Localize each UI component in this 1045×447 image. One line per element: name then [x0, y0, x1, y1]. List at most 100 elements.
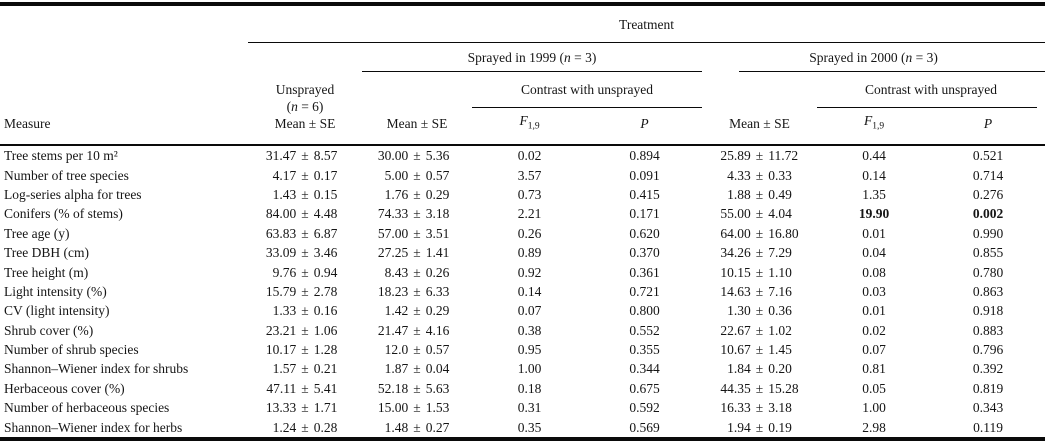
se-value: 2.78: [313, 283, 338, 299]
mean-value: 44.35: [720, 380, 751, 396]
mean-value: 9.76: [272, 264, 297, 280]
cell-1999-p-value: 0.171: [629, 206, 660, 222]
cell-1999-p-value: 0.361: [629, 264, 660, 280]
mean-se-value: 22.67 ±1.02: [702, 322, 817, 339]
cell-1999-p-value: 0.370: [629, 245, 660, 261]
mean-se-value: 44.35 ±15.28: [702, 380, 817, 397]
header-row-statistics: F1,9 P F1,9 P: [0, 108, 1045, 146]
cell-measure: Conifers (% of stems): [4, 206, 123, 222]
se-value: 8.57: [313, 148, 338, 164]
f-subscript: 1,9: [872, 121, 885, 132]
plus-minus-sign: ±: [301, 419, 309, 435]
se-value: 1.71: [313, 400, 338, 416]
cell-unsprayed-mean-se: 1.24 ±0.28: [248, 417, 362, 436]
cell-2000-p-value: 0.883: [972, 322, 1004, 338]
cell-measure: Number of shrub species: [4, 342, 139, 358]
unsprayed-label: Unsprayed: [275, 82, 335, 97]
cell-1999-f-value: 0.89: [517, 245, 542, 261]
plus-minus-sign: ±: [413, 167, 421, 183]
cell-1999-mean-se: 1.76 ±0.29: [362, 185, 472, 204]
se-value: 0.94: [313, 264, 338, 280]
cell-1999-mean-se: 15.00 ±1.53: [362, 398, 472, 417]
se-value: 5.36: [425, 148, 450, 164]
column-header-mean-se-1999: Mean ± SE: [362, 72, 472, 146]
plus-minus-sign: ±: [755, 206, 764, 222]
group-header-sprayed-2000: Sprayed in 2000 (n = 3): [702, 43, 1045, 72]
cell-1999-mean-se: 1.48 ±0.27: [362, 417, 472, 436]
cell-2000-mean-se: 10.15 ±1.10: [702, 262, 817, 281]
mean-value: 1.57: [272, 361, 297, 377]
se-value: 4.04: [768, 206, 792, 222]
mean-value: 1.48: [384, 419, 409, 435]
mean-se-value: 64.00 ±16.80: [702, 225, 817, 242]
mean-se-value: 1.84 ±0.20: [702, 360, 817, 377]
cell-measure: Log-series alpha for trees: [4, 186, 142, 202]
plus-minus-sign: ±: [301, 245, 309, 261]
cell-2000-f-value: 0.02: [862, 322, 886, 338]
cell-2000-p-value: 0.780: [972, 264, 1004, 280]
cell-2000-mean-se: 64.00 ±16.80: [702, 224, 817, 243]
f-statistic-label: F: [863, 112, 873, 128]
se-value: 3.18: [425, 206, 450, 222]
se-value: 7.16: [768, 283, 792, 299]
table-row: Tree age (y) 63.83 ±6.87 57.00 ±3.51 0.26 …: [0, 224, 1045, 243]
cell-2000-p-value: 0.521: [972, 148, 1004, 164]
mean-se-value: 10.17 ±1.28: [248, 341, 362, 358]
cell-2000-mean-se: 4.33 ±0.33: [702, 165, 817, 184]
mean-value: 1.43: [272, 186, 297, 202]
f-subscript: 1,9: [527, 121, 540, 132]
plus-minus-sign: ±: [301, 225, 309, 241]
cell-2000-f-value: 1.35: [862, 186, 886, 202]
mean-value: 23.21: [265, 322, 297, 338]
plus-minus-sign: ±: [301, 283, 309, 299]
cell-1999-f-value: 0.07: [517, 303, 542, 319]
se-value: 0.28: [313, 419, 338, 435]
se-value: 0.33: [768, 167, 792, 183]
table-header: Measure Treatment Sprayed in 1999 (n = 3…: [0, 6, 1045, 146]
mean-se-value: 18.23 ±6.33: [362, 283, 472, 300]
column-header-f-2000: F1,9: [817, 108, 931, 146]
se-value: 1.45: [768, 342, 792, 358]
cell-1999-f-value: 0.92: [517, 264, 542, 280]
plus-minus-sign: ±: [755, 419, 764, 435]
mean-se-value: 1.57 ±0.21: [248, 360, 362, 377]
cell-unsprayed-mean-se: 63.83 ±6.87: [248, 224, 362, 243]
mean-value: 10.15: [720, 264, 751, 280]
plus-minus-sign: ±: [755, 245, 764, 261]
mean-se-value: 10.15 ±1.10: [702, 264, 817, 281]
cell-measure: Tree age (y): [4, 225, 70, 241]
se-value: 16.80: [768, 225, 799, 241]
plus-minus-sign: ±: [413, 380, 421, 396]
mean-se-value: 1.88 ±0.49: [702, 186, 817, 203]
cell-measure: Herbaceous cover (%): [4, 380, 125, 396]
mean-value: 1.42: [384, 303, 409, 319]
cell-2000-p-value: 0.343: [972, 400, 1004, 416]
plus-minus-sign: ±: [301, 186, 309, 202]
cell-measure: Number of herbaceous species: [4, 400, 170, 416]
mean-value: 34.26: [720, 245, 751, 261]
mean-value: 8.43: [384, 264, 409, 280]
table-row: Shrub cover (%) 23.21 ±1.06 21.47 ±4.16 0.…: [0, 321, 1045, 340]
plus-minus-sign: ±: [755, 303, 764, 319]
cell-1999-p-value: 0.569: [629, 419, 660, 435]
cell-measure: Tree DBH (cm): [4, 245, 89, 261]
cell-unsprayed-mean-se: 1.43 ±0.15: [248, 185, 362, 204]
cell-measure: Tree height (m): [4, 264, 89, 280]
mean-value: 1.30: [727, 303, 751, 319]
mean-se-value: 9.76 ±0.94: [248, 264, 362, 281]
se-value: 0.21: [313, 361, 338, 377]
cell-2000-mean-se: 44.35 ±15.28: [702, 379, 817, 398]
group-header-contrast-2000: Contrast with unsprayed: [817, 72, 1045, 108]
header-row-contrast: Unsprayed (n = 6) Mean ± SE Mean ± SE Co…: [0, 72, 1045, 146]
plus-minus-sign: ±: [413, 225, 421, 241]
se-value: 0.17: [313, 167, 338, 183]
cell-1999-p-value: 0.721: [629, 283, 660, 299]
mean-se-value: 55.00 ±4.04: [702, 205, 817, 222]
header-row-sprayed: Sprayed in 1999 (n = 3) Sprayed in 2000 …: [0, 43, 1045, 72]
plus-minus-sign: ±: [755, 225, 764, 241]
cell-1999-f-value: 3.57: [517, 167, 542, 183]
cell-2000-f-value: 0.01: [862, 225, 886, 241]
mean-value: 52.18: [377, 380, 409, 396]
plus-minus-sign: ±: [755, 264, 764, 280]
cell-1999-mean-se: 30.00 ±5.36: [362, 146, 472, 165]
